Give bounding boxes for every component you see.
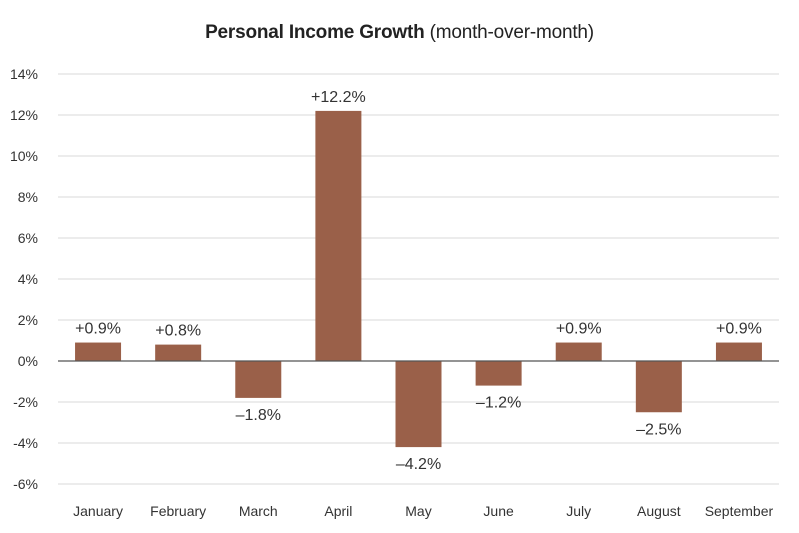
data-labels: +0.9% +0.8% –1.8% +12.2% –4.2% –1.2% +0.9% –2.5… — [75, 89, 762, 473]
data-label: +12.2% — [311, 89, 366, 106]
bar — [715, 342, 762, 361]
y-tick-label: -2% — [13, 394, 38, 410]
y-tick-label: 4% — [18, 271, 38, 287]
x-tick-label: February — [150, 503, 206, 519]
data-label: –1.8% — [236, 407, 281, 424]
x-tick-label: June — [483, 503, 514, 519]
x-axis-ticks: January February March April May June July Augu… — [73, 503, 773, 519]
x-tick-label: August — [637, 503, 681, 519]
bar — [475, 361, 522, 386]
chart-title: Personal Income Growth — [205, 22, 425, 43]
y-tick-label: 6% — [18, 230, 38, 246]
bar — [555, 342, 602, 361]
data-label: –4.2% — [396, 456, 441, 473]
chart-subtitle: (month-over-month) — [429, 22, 594, 43]
y-axis-ticks: -6% -4% -2% 0% 2% 4% 6% 8% 10% 12% 14% — [10, 66, 38, 492]
y-tick-label: -4% — [13, 435, 38, 451]
data-label: +0.9% — [75, 321, 121, 338]
data-label: –1.2% — [476, 395, 521, 412]
y-tick-label: 10% — [10, 148, 38, 164]
y-tick-label: 2% — [18, 312, 38, 328]
x-tick-label: March — [239, 503, 278, 519]
x-tick-label: January — [73, 503, 123, 519]
bar — [235, 361, 282, 398]
data-label: +0.9% — [556, 321, 602, 338]
bar — [75, 342, 122, 361]
y-tick-label: -6% — [13, 476, 38, 492]
data-label: +0.8% — [155, 323, 201, 340]
y-tick-label: 0% — [18, 353, 38, 369]
y-tick-label: 12% — [10, 107, 38, 123]
y-tick-label: 14% — [10, 66, 38, 82]
x-tick-label: September — [705, 503, 774, 519]
bar — [155, 344, 202, 361]
y-tick-label: 8% — [18, 189, 38, 205]
chart-title-block: Personal Income Growth (month-over-month… — [0, 22, 799, 44]
bar — [635, 361, 682, 413]
x-tick-label: April — [324, 503, 352, 519]
x-tick-label: May — [405, 503, 431, 519]
bar — [315, 110, 362, 362]
gridlines — [58, 73, 779, 485]
bars — [75, 110, 762, 448]
x-tick-label: July — [566, 503, 591, 519]
bar — [395, 361, 442, 448]
data-label: +0.9% — [716, 321, 762, 338]
data-label: –2.5% — [636, 421, 681, 438]
